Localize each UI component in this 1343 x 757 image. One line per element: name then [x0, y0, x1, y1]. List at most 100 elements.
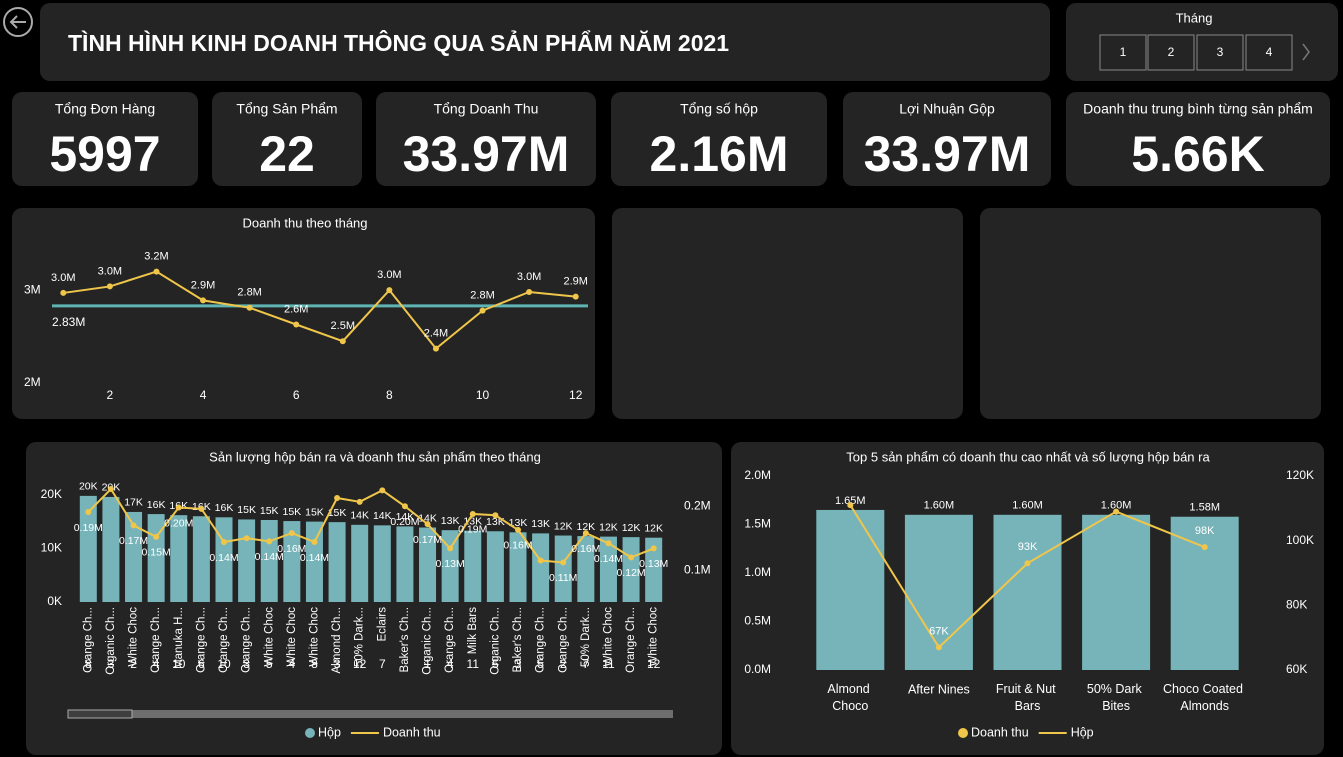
x-tick-label: Orange Ch...	[218, 607, 230, 673]
kpi-label: Tổng Đơn Hàng	[55, 101, 155, 117]
reference-label: 2.83M	[52, 315, 85, 329]
bar-label: 13K	[531, 518, 550, 530]
line-label: 0.14M	[594, 553, 623, 565]
line-chart-panel	[12, 208, 595, 419]
y2-tick-label: 0.2M	[684, 498, 711, 512]
line-point	[935, 644, 942, 651]
slicer-item[interactable]	[1245, 34, 1293, 71]
line-label: 0.16M	[277, 543, 306, 555]
bar	[645, 537, 663, 602]
x-tick-label: Orange Ch...	[557, 607, 569, 673]
line-label: 93K	[1018, 541, 1038, 553]
slicer-next[interactable]	[1302, 43, 1310, 61]
line-label: 0.16M	[503, 540, 532, 552]
bar	[816, 509, 885, 670]
line-point	[106, 283, 113, 290]
bar-label: 13K	[463, 515, 482, 527]
x-tick-label: 6	[293, 388, 300, 402]
legend-label: Doanh thu	[971, 725, 1029, 739]
data-label: 3.0M	[377, 269, 401, 281]
x-group-label: 3	[108, 657, 115, 671]
kpi-card	[376, 92, 596, 186]
line-point	[1024, 560, 1031, 567]
line-point	[153, 533, 160, 540]
y-tick-label: 2.0M	[744, 468, 771, 482]
line-point	[246, 304, 253, 311]
line-label: 0.14M	[300, 552, 329, 564]
bar-label: 1.58M	[1189, 502, 1220, 514]
data-label: 2.8M	[470, 289, 494, 301]
line-point	[515, 526, 521, 533]
line-point	[479, 307, 486, 314]
bar	[577, 536, 595, 602]
x-group-label: 7	[379, 657, 386, 671]
line-point	[401, 503, 408, 510]
data-label: 2.9M	[191, 279, 215, 291]
bar-label: 13K	[441, 515, 460, 527]
bar-label: 16K	[215, 502, 234, 514]
y2-tick-label: 80K	[1286, 598, 1307, 612]
y-tick-label: 1.0M	[744, 565, 771, 579]
scrollbar-track[interactable]	[68, 710, 673, 718]
empty-panel	[980, 208, 1321, 419]
slicer-panel	[1066, 3, 1338, 81]
x-group-label: 11	[467, 657, 480, 671]
slicer-item-label[interactable]: 4	[1266, 45, 1273, 59]
bar-label: 20K	[79, 481, 98, 493]
bar	[554, 535, 572, 602]
x-tick-label: Orange Ch...	[150, 607, 162, 673]
scrollbar-thumb[interactable]	[67, 709, 133, 719]
legend-label: Doanh thu	[383, 725, 441, 739]
x-group-label: 2	[560, 657, 567, 671]
x-tick-label: White Choc	[263, 607, 275, 667]
bar	[532, 533, 550, 602]
line-point	[432, 345, 439, 352]
kpi-value: 5.66K	[1131, 126, 1264, 182]
kpi-label: Lợi Nhuận Gộp	[899, 101, 995, 117]
legend-marker	[305, 728, 315, 738]
slicer-item[interactable]	[1099, 34, 1147, 71]
bar	[509, 532, 527, 602]
slicer-item-label[interactable]: 2	[1168, 45, 1175, 59]
line-point	[560, 559, 567, 566]
back-icon[interactable]	[3, 7, 33, 37]
y2-tick-label: 100K	[1286, 533, 1314, 547]
x-tick-label: Baker's Ch...	[512, 607, 524, 672]
x-tick-label: Organic Ch...	[422, 607, 434, 675]
line-point	[379, 487, 386, 494]
x-group-label: 4	[289, 657, 296, 671]
y-tick-label: 2M	[24, 375, 41, 389]
slicer-item-label[interactable]: 3	[1217, 45, 1224, 59]
bar	[904, 514, 973, 670]
slicer-item-label[interactable]: 1	[1120, 45, 1127, 59]
data-label: 2.8M	[237, 287, 261, 299]
back-button[interactable]	[3, 7, 33, 37]
line-label: 0.20M	[164, 517, 193, 529]
line-point	[153, 268, 160, 275]
kpi-value: 33.97M	[864, 126, 1031, 182]
line-point	[628, 554, 635, 561]
slicer-item[interactable]	[1196, 34, 1244, 71]
bar	[102, 496, 120, 602]
line-point	[469, 510, 476, 517]
line-label: 0.12M	[616, 567, 645, 579]
y-tick-label: 20K	[41, 487, 62, 501]
bar	[486, 531, 504, 602]
x-tick-label: Organic Ch...	[105, 607, 117, 675]
y-tick-label: 3M	[24, 282, 41, 296]
x-tick-label: White Choc	[286, 607, 298, 667]
data-label: 2.6M	[284, 303, 308, 315]
slicer-item[interactable]	[1147, 34, 1195, 71]
x-tick-label: 8	[386, 388, 393, 402]
y2-tick-label: 60K	[1286, 662, 1307, 676]
bar	[351, 524, 369, 602]
x-group-label: 12	[647, 657, 661, 671]
back-arrow[interactable]	[9, 15, 26, 29]
x-tick-label: 50% Dark...	[354, 607, 366, 667]
x-tick-label: Organic Ch...	[489, 607, 501, 675]
line-point	[130, 522, 137, 529]
x-group-label: 10	[172, 657, 186, 671]
x-group-label: 5	[492, 657, 499, 671]
bar-label: 12K	[622, 522, 641, 534]
bar-label: 12K	[599, 521, 618, 533]
